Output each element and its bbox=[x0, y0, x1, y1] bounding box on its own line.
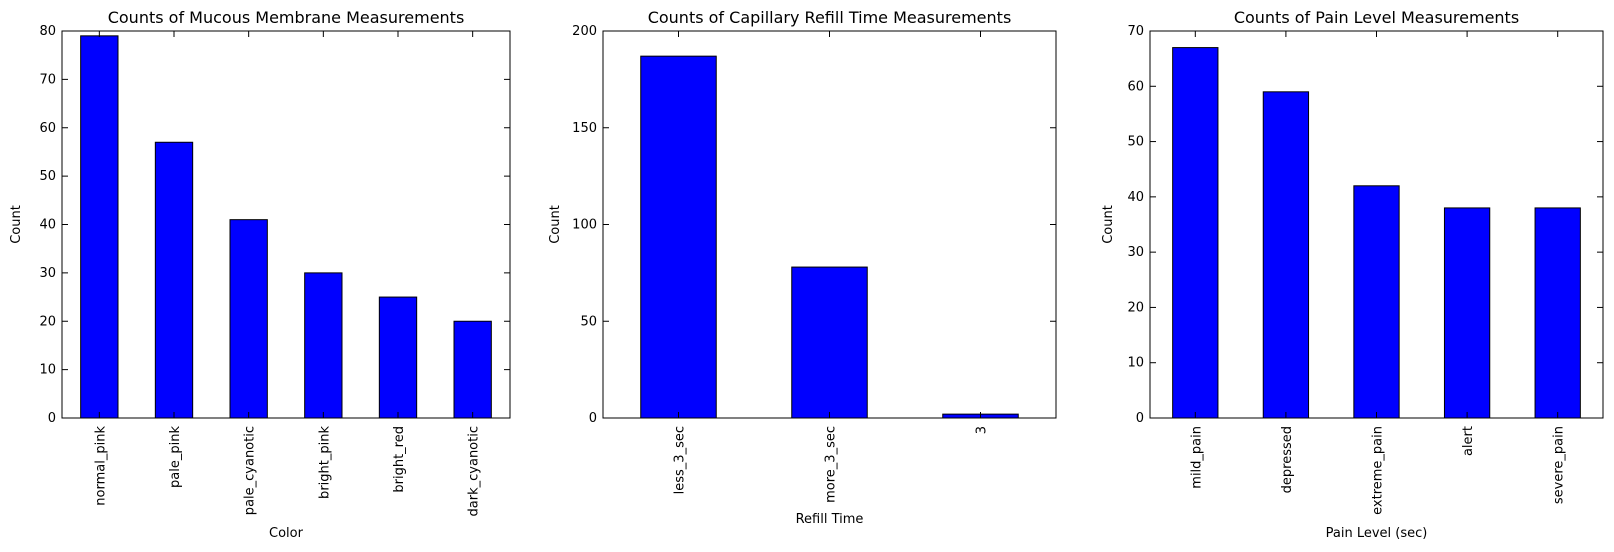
bar-pale-pink bbox=[154, 141, 194, 419]
y-tick-label: 20 bbox=[1127, 300, 1144, 315]
bar-normal-pink bbox=[80, 35, 119, 419]
x-tick-label: depressed bbox=[1280, 426, 1295, 493]
chart-title: Counts of Capillary Refill Time Measurem… bbox=[648, 8, 1012, 27]
y-tick-label: 80 bbox=[39, 24, 56, 39]
bar-less-3-sec bbox=[640, 55, 717, 419]
y-tick-label: 20 bbox=[39, 314, 56, 329]
x-tick-label: bright_pink bbox=[317, 426, 332, 499]
y-tick-label: 60 bbox=[39, 121, 56, 136]
y-tick-label: 40 bbox=[39, 218, 56, 233]
x-tick-label: 3 bbox=[975, 426, 990, 434]
bar-bright-pink bbox=[304, 272, 343, 419]
y-tick-label: 100 bbox=[572, 218, 597, 233]
capillary-refill-chart: Counts of Capillary Refill Time Measurem… bbox=[548, 8, 1057, 527]
y-axis-label: Count bbox=[548, 205, 563, 244]
y-axis-label: Count bbox=[9, 205, 24, 244]
x-tick-label: extreme_pain bbox=[1371, 426, 1386, 515]
y-tick-label: 50 bbox=[580, 314, 597, 329]
x-tick-label: more_3_sec bbox=[824, 426, 839, 503]
chart-title: Counts of Pain Level Measurements bbox=[1234, 8, 1519, 27]
x-tick-label: alert bbox=[1461, 426, 1476, 456]
x-tick-label: severe_pain bbox=[1552, 426, 1567, 504]
x-tick-label: pale_cyanotic bbox=[243, 426, 258, 515]
bar-extreme-pain bbox=[1353, 185, 1400, 419]
mucous-membrane-chart: Counts of Mucous Membrane Measurements C… bbox=[9, 8, 511, 541]
y-axis-label: Count bbox=[1101, 205, 1116, 244]
bar-bright-red bbox=[378, 296, 418, 419]
x-axis-label: Pain Level (sec) bbox=[1326, 526, 1428, 541]
x-axis-label: Refill Time bbox=[796, 512, 864, 527]
y-tick-label: 30 bbox=[1127, 245, 1144, 260]
bar-depressed bbox=[1262, 91, 1310, 419]
x-tick-label: pale_pink bbox=[168, 426, 183, 488]
bar-alert bbox=[1443, 207, 1491, 419]
chart-title: Counts of Mucous Membrane Measurements bbox=[108, 8, 465, 27]
y-tick-label: 50 bbox=[1127, 135, 1144, 150]
y-tick-label: 70 bbox=[39, 72, 56, 87]
y-tick-label: 10 bbox=[39, 363, 56, 378]
y-tick-label: 50 bbox=[39, 169, 56, 184]
y-tick-label: 10 bbox=[1127, 356, 1144, 371]
bar-dark-cyanotic bbox=[453, 320, 492, 419]
bar-severe-pain bbox=[1534, 207, 1581, 419]
x-tick-label: mild_pain bbox=[1189, 426, 1204, 489]
bar-mild-pain bbox=[1172, 47, 1219, 419]
x-tick-label: bright_red bbox=[392, 426, 407, 493]
bar-pale-cyanotic bbox=[229, 219, 268, 419]
y-tick-label: 60 bbox=[1127, 79, 1144, 94]
y-tick-label: 0 bbox=[589, 411, 597, 426]
y-tick-label: 150 bbox=[572, 121, 597, 136]
y-tick-label: 40 bbox=[1127, 190, 1144, 205]
y-tick-label: 70 bbox=[1127, 24, 1144, 39]
x-tick-label: less_3_sec bbox=[673, 426, 688, 494]
x-axis-label: Color bbox=[269, 526, 304, 541]
x-tick-label: dark_cyanotic bbox=[467, 426, 482, 516]
bar-more-3-sec bbox=[791, 266, 868, 419]
y-tick-label: 30 bbox=[39, 266, 56, 281]
y-tick-label: 0 bbox=[48, 411, 56, 426]
pain-level-chart: Counts of Pain Level Measurements Pain L… bbox=[1101, 8, 1604, 541]
x-tick-label: normal_pink bbox=[93, 426, 108, 506]
plot-frame bbox=[61, 30, 511, 419]
y-tick-label: 200 bbox=[572, 24, 597, 39]
y-tick-label: 0 bbox=[1136, 411, 1144, 426]
